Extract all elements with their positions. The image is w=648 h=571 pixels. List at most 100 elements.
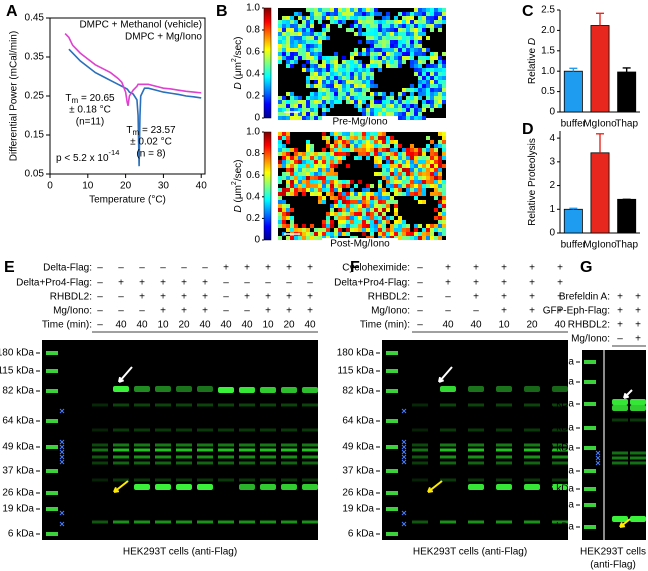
heatmap-cell — [374, 84, 378, 88]
heatmap-cell — [278, 164, 282, 168]
heatmap-cell — [406, 44, 410, 48]
annotation-symbol: T — [126, 125, 132, 136]
heatmap-cell — [398, 60, 402, 64]
heatmap-cell — [370, 44, 374, 48]
heatmap-cell — [314, 52, 318, 56]
heatmap-cell — [386, 20, 390, 24]
heatmap-cell — [362, 108, 366, 112]
heatmap-cell — [278, 160, 282, 164]
heatmap-cell — [370, 144, 374, 148]
heatmap-cell — [322, 28, 326, 32]
heatmap-cell — [342, 16, 346, 20]
heatmap-cell — [286, 40, 290, 44]
heatmap-cell — [398, 64, 402, 68]
heatmap-cell — [286, 48, 290, 52]
heatmap-cell — [278, 104, 282, 108]
heatmap-cell — [402, 232, 406, 236]
blot-band — [260, 428, 276, 432]
heatmap-cell — [342, 136, 346, 140]
heatmap-cell — [286, 180, 290, 184]
heatmap-cell — [278, 236, 282, 240]
heatmap-cell — [430, 156, 434, 160]
heatmap-cell — [354, 144, 358, 148]
heatmap-cell — [358, 220, 362, 224]
heatmap-cell — [278, 212, 282, 216]
ladder-band — [584, 503, 596, 507]
heatmap-cell — [282, 160, 286, 164]
blot-band — [176, 478, 192, 482]
heatmap-cell — [314, 80, 318, 84]
marker-label: 6 kDa — [8, 529, 35, 540]
heatmap-cell — [306, 176, 310, 180]
heatmap-cell — [282, 28, 286, 32]
heatmap-cell — [346, 204, 350, 208]
heatmap-cell — [370, 112, 374, 116]
caption-box — [322, 238, 398, 250]
heatmap-cell — [398, 232, 402, 236]
heatmap-cell — [426, 228, 430, 232]
heatmap-cell — [330, 212, 334, 216]
heatmap-cell — [358, 204, 362, 208]
condition-cell: + — [265, 292, 271, 303]
heatmap-cell — [278, 20, 282, 24]
heatmap-cell — [402, 36, 406, 40]
heatmap-cell — [386, 232, 390, 236]
heatmap-cell — [390, 176, 394, 180]
x-tick-label: MgIono — [583, 240, 617, 251]
heatmap-cell — [382, 208, 386, 212]
heatmap-cell — [306, 44, 310, 48]
heatmap-cell — [310, 176, 314, 180]
blot-band — [92, 520, 108, 524]
lane-cross — [59, 408, 65, 414]
heatmap-cell — [314, 12, 318, 16]
heatmap-cell — [310, 168, 314, 172]
heatmap-cell — [314, 100, 318, 104]
heatmap-cell — [310, 224, 314, 228]
heatmap-cell — [406, 116, 410, 120]
heatmap-cell — [318, 100, 322, 104]
y-axis-label: Relative D — [527, 38, 538, 84]
heatmap-cell — [442, 216, 446, 220]
heatmap-cell — [362, 216, 366, 220]
y-tick-label: 2.5 — [541, 5, 555, 16]
heatmap-cell — [366, 40, 370, 44]
heatmap-cell — [390, 156, 394, 160]
heatmap-cell — [438, 132, 442, 136]
heatmap-cell — [286, 116, 290, 120]
marker-label: 37 kDa — [542, 466, 574, 477]
heatmap-cell — [326, 64, 330, 68]
x-tick-label: Thap — [615, 119, 638, 130]
heatmap-cell — [302, 176, 306, 180]
blot-band — [134, 448, 150, 452]
heatmap-cell — [294, 236, 298, 240]
heatmap-cell — [386, 144, 390, 148]
heatmap-cell — [362, 192, 366, 196]
condition-cell: + — [286, 263, 292, 274]
heatmap-cell — [422, 148, 426, 152]
heatmap-cell — [282, 40, 286, 44]
heatmap-cell — [278, 56, 282, 60]
heatmap-cell — [350, 228, 354, 232]
heatmap-cell — [418, 160, 422, 164]
heatmap-cell — [390, 108, 394, 112]
blot-band — [197, 443, 213, 447]
y-tick-label: 0 — [549, 107, 555, 118]
heatmap-cell — [374, 140, 378, 144]
heatmap-cell — [426, 236, 430, 240]
heatmap-cell — [414, 188, 418, 192]
condition-cell: – — [181, 263, 187, 274]
heatmap-cell — [318, 68, 322, 72]
heatmap-cell — [354, 16, 358, 20]
heatmap-cell — [310, 68, 314, 72]
heatmap-cell — [314, 112, 318, 116]
heatmap-cell — [338, 208, 342, 212]
heatmap-cell — [286, 204, 290, 208]
heatmap-cell — [370, 80, 374, 84]
heatmap-cell — [294, 152, 298, 156]
heatmap-cell — [354, 72, 358, 76]
heatmap-cell — [350, 216, 354, 220]
condition-cell: + — [557, 278, 563, 289]
heatmap-cell — [366, 80, 370, 84]
heatmap-cell — [362, 88, 366, 92]
condition-cell: + — [557, 292, 563, 303]
